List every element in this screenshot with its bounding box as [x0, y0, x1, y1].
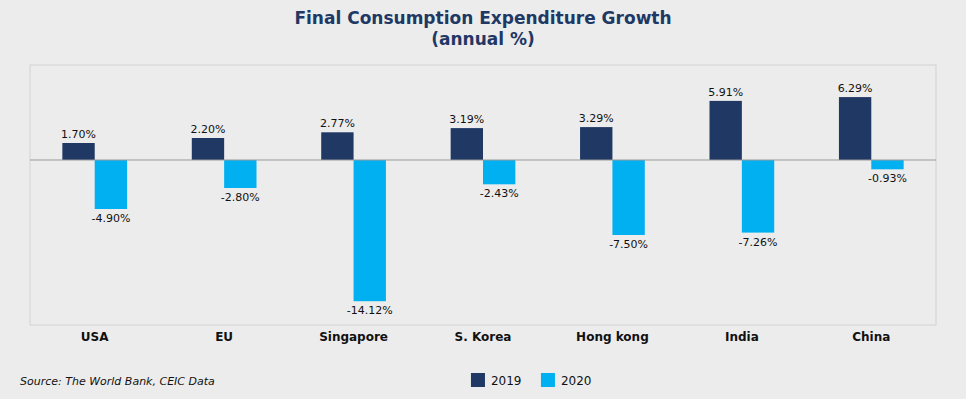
- data-label: -4.90%: [91, 212, 130, 225]
- data-label: -2.80%: [221, 191, 260, 204]
- bar: [483, 160, 515, 184]
- data-label: -7.26%: [739, 236, 778, 249]
- data-label: -7.50%: [609, 238, 648, 251]
- title-line: (annual %): [431, 29, 535, 49]
- legend: 2019 2020: [471, 373, 592, 388]
- bar: [742, 160, 774, 233]
- bar: [354, 160, 386, 301]
- plot-frame: [30, 65, 936, 325]
- category-label: Singapore: [319, 330, 388, 344]
- data-label: -14.12%: [347, 304, 393, 317]
- data-label: 2.77%: [320, 117, 355, 130]
- bar: [224, 160, 256, 188]
- data-label: -2.43%: [480, 187, 519, 200]
- source-note: Source: The World Bank, CEIC Data: [20, 375, 215, 388]
- bars: [62, 97, 903, 301]
- legend-label: 2020: [561, 374, 592, 388]
- bar: [62, 143, 94, 160]
- bar: [451, 128, 483, 160]
- bar: [839, 97, 871, 160]
- bar: [321, 132, 353, 160]
- title: Final Consumption Expenditure Growth(ann…: [294, 8, 671, 49]
- legend-label: 2019: [491, 374, 522, 388]
- title-line: Final Consumption Expenditure Growth: [294, 8, 671, 28]
- data-label: 6.29%: [838, 82, 873, 95]
- category-label: Hong kong: [576, 330, 649, 344]
- bar: [710, 101, 742, 160]
- bar: [612, 160, 644, 235]
- category-label: USA: [81, 330, 109, 344]
- data-label: 3.29%: [579, 112, 614, 125]
- bar: [192, 138, 224, 160]
- category-label: S. Korea: [455, 330, 512, 344]
- data-label: 2.20%: [190, 123, 225, 136]
- legend-swatch: [471, 373, 485, 387]
- category-label: India: [725, 330, 759, 344]
- category-label: EU: [215, 330, 233, 344]
- chart-root: Final Consumption Expenditure Growth(ann…: [0, 0, 966, 399]
- zero-line: [30, 160, 936, 161]
- bar: [871, 160, 903, 169]
- category-label: China: [852, 330, 890, 344]
- data-label: 3.19%: [449, 113, 484, 126]
- data-label: 5.91%: [708, 86, 743, 99]
- bar: [580, 127, 612, 160]
- background: [0, 0, 966, 399]
- bar: [95, 160, 127, 209]
- data-label: 1.70%: [61, 128, 96, 141]
- data-label: -0.93%: [868, 172, 907, 185]
- legend-swatch: [541, 373, 555, 387]
